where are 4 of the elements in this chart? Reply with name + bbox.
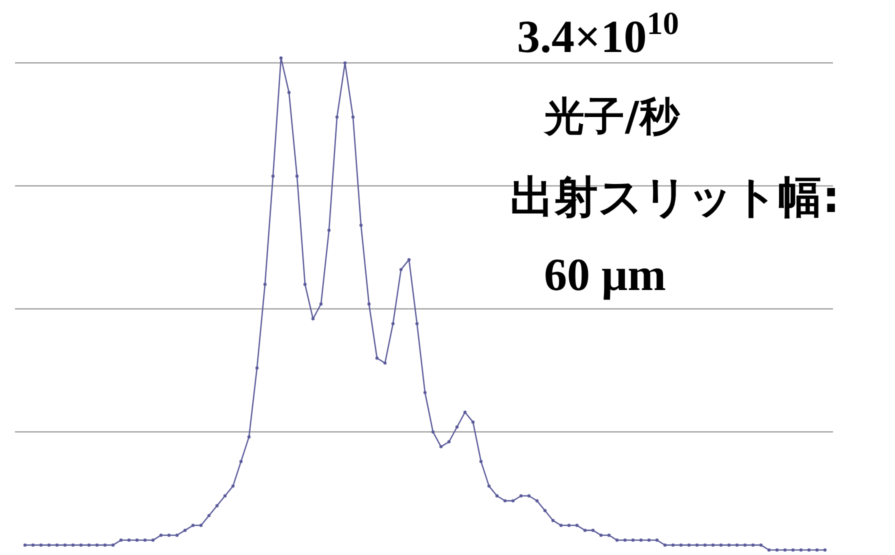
annotation: 出射スリット幅: xyxy=(510,172,840,223)
annotation: 3.4×10$^{10}$ xyxy=(517,5,679,62)
annotation: 60 μm xyxy=(544,249,666,300)
annotation: 光子/秒 xyxy=(542,94,680,140)
